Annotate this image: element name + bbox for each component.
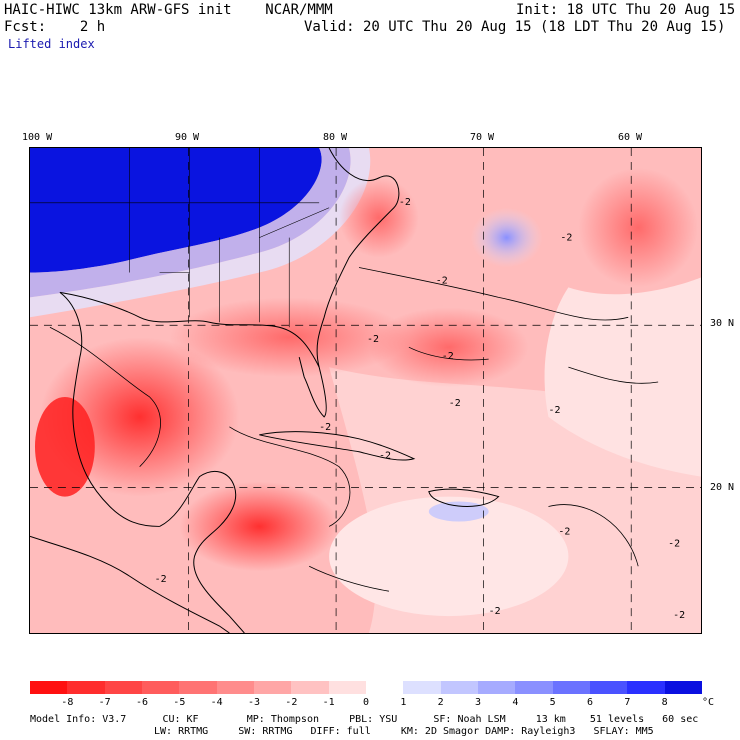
colorbar-tick-label: 5 <box>549 697 556 708</box>
lon-label-100w: 100 W <box>22 132 53 143</box>
lon-label-80w: 80 W <box>323 132 348 143</box>
atlantic-coastline <box>316 148 400 368</box>
init-time: Init: 18 UTC Thu 20 Aug 15 <box>516 2 736 18</box>
model-info-line2: LW: RRTMG SW: RRTMG DIFF: full KM: 2D Sm… <box>154 726 654 737</box>
yucatan-coastline <box>159 470 245 633</box>
hispaniola-blue-patch <box>428 501 489 522</box>
east-pale-field <box>544 277 701 477</box>
contour-label: -2 <box>673 610 685 621</box>
lon-label-70w: 70 W <box>470 132 495 143</box>
contour-label: -2 <box>442 351 454 362</box>
contour-label: -2 <box>558 526 570 537</box>
carolina-unstable <box>339 177 419 258</box>
contour-label: -2 <box>548 405 560 416</box>
colorbar-tick-label: 1 <box>400 697 407 708</box>
colorbar-tick-label: 2 <box>437 697 444 708</box>
model-info-line1: Model Info: V3.7 CU: KF MP: Thompson PBL… <box>30 714 699 725</box>
contour-label: -2 <box>668 538 680 549</box>
colorbar-swatch <box>515 681 554 694</box>
colorbar-swatch <box>291 681 330 694</box>
colorbar-tick-label: -1 <box>322 697 335 708</box>
colorbar-swatch <box>440 681 479 694</box>
colorbar-tick-label: 8 <box>661 697 668 708</box>
contour-label-group: -2 -2 -2 -2 -2 -2 -2 -2 -2 -2 -2 -2 -2 -… <box>155 197 685 621</box>
bahamas-unstable <box>368 307 529 388</box>
colorbar-tick-label: -2 <box>285 697 298 708</box>
colorbar-swatch <box>403 681 442 694</box>
colorbar-unit: °C <box>701 697 715 708</box>
southeast-us-unstable <box>169 297 409 378</box>
colorbar-swatch <box>664 681 703 694</box>
colorbar-tick-label: -6 <box>135 697 149 708</box>
colorbar-swatch <box>104 681 143 694</box>
colorbar-tick-label: -7 <box>98 697 111 708</box>
colorbar-swatch <box>142 681 180 694</box>
hispaniola-outline <box>428 488 500 507</box>
colorbar-tick-label: -4 <box>210 697 223 708</box>
us-gulf-coastline <box>59 291 327 418</box>
stable-blue-fringe <box>30 148 371 318</box>
mexico-unstable-core <box>34 396 95 497</box>
contour-label: -2 <box>449 398 461 409</box>
colorbar-swatch <box>590 681 628 694</box>
forecast-hour: Fcst: 2 h <box>4 19 106 35</box>
valid-time: Valid: 20 UTC Thu 20 Aug 15 (18 LDT Thu … <box>304 19 726 35</box>
colorbar-tick-label: -5 <box>173 697 186 708</box>
atlantic-unstable-east <box>578 167 699 288</box>
contour-label: -2 <box>379 451 391 462</box>
lat-label-20n: 20 N <box>710 482 735 493</box>
contour-label: -2 <box>489 606 501 617</box>
contour-label: -2 <box>399 197 411 208</box>
colorbar-tick-label: 7 <box>624 697 631 708</box>
colorbar-swatch <box>478 681 516 694</box>
colorbar-swatch <box>366 681 404 694</box>
lifted-index-map: -2 -2 -2 -2 -2 -2 -2 -2 -2 -2 -2 -2 -2 -… <box>29 147 702 634</box>
state-borders <box>30 148 330 328</box>
colorbar-swatch <box>67 681 106 694</box>
central-america-unstable-core <box>179 481 340 572</box>
caribbean-pale-field <box>329 496 569 617</box>
colorbar-tick-label: -8 <box>61 697 74 708</box>
colorbar-swatch <box>627 681 666 694</box>
colorbar-swatch <box>552 681 591 694</box>
colorbar-swatch <box>30 681 68 694</box>
graticule <box>30 148 701 633</box>
colorbar-tick-label: 3 <box>474 697 482 708</box>
colorbar-swatch <box>216 681 255 694</box>
lat-label-30n: 30 N <box>710 318 735 329</box>
colorbar-swatch <box>179 681 218 694</box>
contour-label: -2 <box>560 233 572 244</box>
colorbar-swatch <box>254 681 292 694</box>
contour-label: -2 <box>319 422 331 433</box>
field-name: Lifted index <box>8 37 95 51</box>
cuba-outline <box>259 431 416 461</box>
colorbar-tick-label: 0 <box>362 697 370 708</box>
stable-blue-region <box>30 148 322 273</box>
contour-label: -2 <box>155 574 167 585</box>
contour-label: -2 <box>436 275 448 286</box>
stable-blue-halo <box>30 148 351 298</box>
texas-mexico-coastline <box>59 292 160 527</box>
colorbar-tick-label: 4 <box>512 697 519 708</box>
atlantic-blue-patch <box>470 207 543 268</box>
lon-label-60w: 60 W <box>618 132 643 143</box>
contour-lines <box>49 267 659 592</box>
central-america-coast <box>30 535 230 633</box>
lon-label-90w: 90 W <box>175 132 200 143</box>
colorbar-tick-label: 6 <box>586 697 594 708</box>
model-title: HAIC-HIWC 13km ARW-GFS init NCAR/MMM <box>4 2 333 18</box>
colorbar-tick-label: -3 <box>247 697 261 708</box>
contour-label: -2 <box>367 334 379 345</box>
colorbar-swatch <box>328 681 367 694</box>
